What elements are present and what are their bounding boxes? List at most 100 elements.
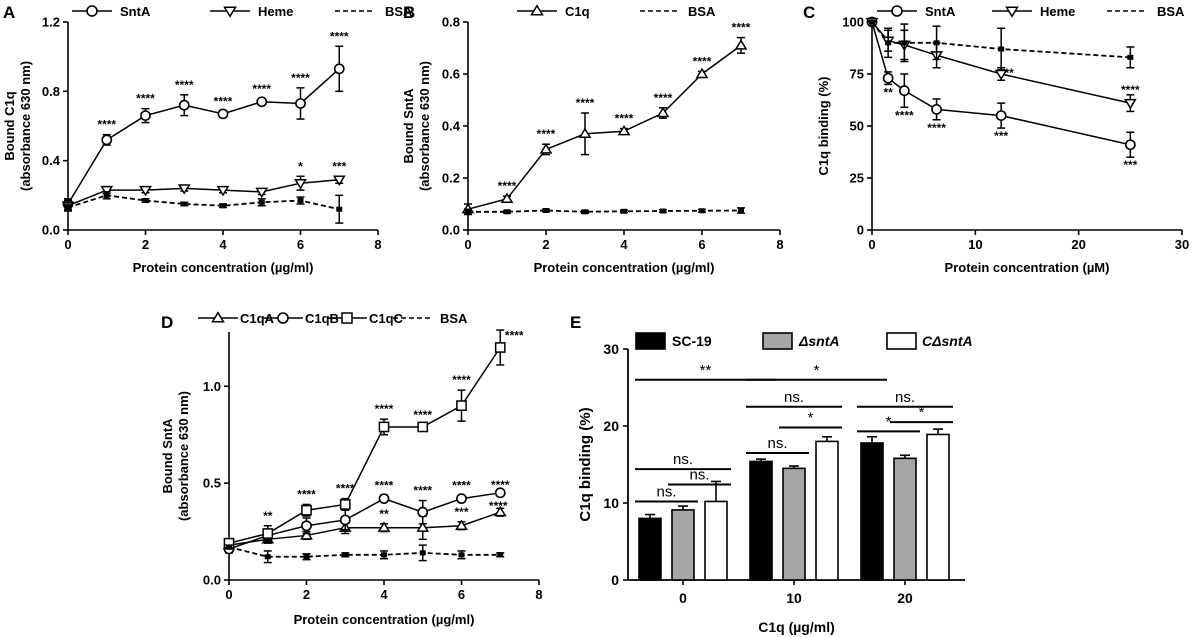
x-tick-label: 0 [225, 587, 232, 602]
data-point [898, 85, 910, 97]
y-tick-label: 0.4 [42, 153, 61, 168]
data-point [295, 98, 306, 109]
y-tick-label: 0.0 [203, 573, 221, 588]
significance-label: **** [175, 78, 194, 92]
bar [926, 433, 950, 581]
significance-label: **** [291, 71, 310, 85]
legend-swatch [635, 332, 666, 350]
significance-label: **** [498, 179, 517, 193]
data-point [226, 544, 232, 550]
significance-label: * [919, 404, 925, 421]
y-tick-label: 0.6 [442, 67, 460, 82]
data-point [621, 208, 627, 214]
panel-letter: C [803, 3, 815, 22]
series-line [228, 511, 501, 546]
significance-label: **** [452, 479, 471, 493]
comparison-bracket: ns. [746, 435, 809, 454]
legend-swatch [886, 332, 917, 350]
legend-marker [891, 5, 903, 17]
significance-label: *** [454, 505, 468, 519]
legend-item: BSA [335, 4, 413, 19]
legend-item: SntA [72, 4, 151, 19]
x-axis-title: Protein concentration (µg/ml) [534, 260, 715, 275]
data-point [378, 493, 390, 505]
significance-label: ** [379, 507, 389, 521]
x-tick-label: 2 [542, 237, 549, 252]
series-heme: ****** [865, 17, 1140, 113]
data-point [455, 519, 468, 530]
y-tick-label: 0.4 [442, 119, 461, 134]
data-point [65, 204, 71, 210]
comparison-bracket: ns. [668, 467, 731, 486]
data-point [465, 209, 471, 215]
legend-label: C1qB [305, 311, 339, 326]
legend-item: SC-19 [635, 332, 712, 350]
data-point [660, 208, 666, 214]
y-tick-label: 0 [611, 572, 619, 588]
significance-label: **** [214, 94, 233, 108]
significance-label: **** [375, 479, 394, 493]
x-tick-label: 10 [968, 237, 982, 252]
x-axis-title: C1q (µg/ml) [758, 619, 835, 635]
legend-item: BSA [640, 4, 716, 19]
significance-label: ns. [689, 467, 709, 484]
significance-label: **** [252, 82, 271, 96]
legend-item: BSA [393, 311, 468, 326]
panel-a: A 0 2 4 6 8 0.0 0.4 0.8 1.2 Protein concentration … [2, 3, 413, 275]
data-point [139, 185, 152, 197]
data-point [262, 528, 274, 539]
data-point [101, 134, 113, 146]
data-point [500, 192, 514, 203]
significance-label: * [298, 159, 303, 173]
data-point [456, 493, 467, 505]
x-tick-label: 8 [776, 237, 783, 252]
y-tick-label: 0.0 [42, 223, 60, 238]
legend-label: BSA [385, 4, 413, 19]
series-2 [704, 428, 950, 581]
data-point [419, 550, 426, 556]
series-bsa [464, 207, 745, 216]
data-point [885, 40, 892, 46]
data-point [456, 400, 467, 411]
bar [671, 509, 695, 581]
significance-label: * [886, 413, 892, 430]
significance-label: **** [489, 499, 508, 513]
legend-item: C1qA [198, 311, 275, 326]
significance-label: ns. [895, 389, 915, 406]
y-tick-label: 100 [842, 15, 864, 30]
legend-marker [1005, 6, 1019, 18]
y-axis-subtitle: (absorbance 630 nm) [18, 61, 33, 191]
data-point [339, 499, 351, 510]
comparison-bracket: * [746, 362, 887, 381]
legend-item: Heme [992, 4, 1075, 19]
data-point [294, 179, 307, 190]
series-c1q: **** **** **** **** **** **** **** [461, 21, 751, 216]
data-point [582, 209, 588, 215]
legend-item: SntA [877, 4, 956, 19]
significance-label: ns. [767, 435, 787, 452]
data-point [103, 192, 110, 198]
data-point [303, 554, 310, 560]
legend-marker [277, 312, 289, 324]
y-axis-title: C1q binding (%) [816, 77, 831, 176]
legend-marker [223, 6, 237, 18]
y-tick-label: 0.5 [203, 476, 221, 491]
data-point [258, 199, 265, 205]
significance-label: ** [883, 85, 893, 99]
series-line [67, 178, 340, 207]
x-tick-label: 0 [64, 237, 71, 252]
significance-label: **** [537, 127, 556, 141]
data-point [578, 127, 592, 138]
data-point [339, 514, 351, 526]
significance-label: *** [332, 159, 346, 173]
x-tick-label: 20 [897, 590, 913, 606]
x-axis-title: Protein concentration (µg/ml) [294, 612, 475, 627]
data-point [882, 72, 894, 84]
y-tick-label: 0.2 [442, 171, 460, 186]
data-point [695, 67, 709, 79]
data-point [220, 203, 226, 209]
data-point [504, 209, 510, 215]
bar [860, 442, 884, 581]
series-line [468, 209, 742, 213]
